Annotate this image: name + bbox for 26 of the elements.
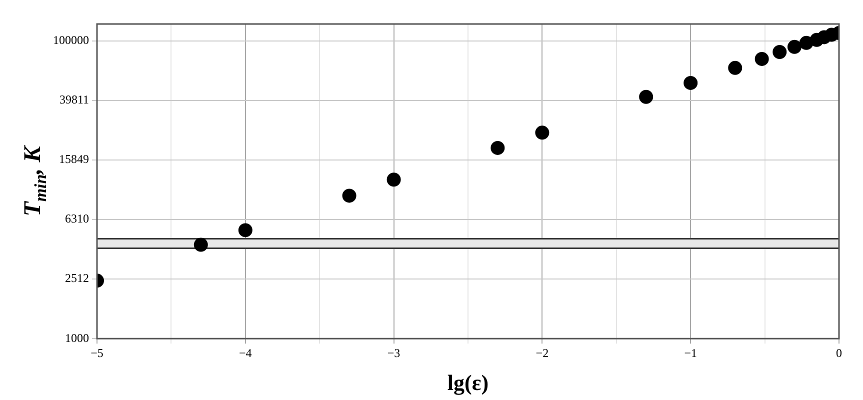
x-axis-title: lg(ε) — [447, 370, 489, 395]
x-tick-label: −3 — [387, 346, 400, 360]
point — [386, 172, 401, 187]
point — [194, 238, 208, 252]
y-tick-label: 15849 — [59, 152, 89, 166]
y-tick-label: 39811 — [59, 92, 89, 107]
y-tick-label: 2512 — [65, 271, 89, 286]
point — [772, 44, 787, 59]
point — [639, 90, 654, 104]
point — [728, 60, 742, 75]
point — [535, 126, 550, 140]
x-tick-label: −5 — [90, 346, 104, 360]
y-tick-label: 100000 — [53, 33, 89, 48]
x-tick-label: 0 — [836, 346, 842, 360]
x-tick-label: −4 — [239, 346, 252, 360]
x-tick-label: −2 — [536, 346, 549, 360]
point — [684, 76, 698, 90]
point — [238, 223, 252, 238]
point — [490, 140, 505, 155]
y-axis-title: Tmin, K — [20, 144, 50, 216]
x-tick-label: −1 — [684, 346, 697, 360]
y-tick-label: 6310 — [65, 212, 89, 226]
point — [754, 52, 769, 66]
point — [342, 188, 356, 203]
point — [787, 40, 802, 54]
y-tick-label: 1000 — [65, 330, 89, 345]
